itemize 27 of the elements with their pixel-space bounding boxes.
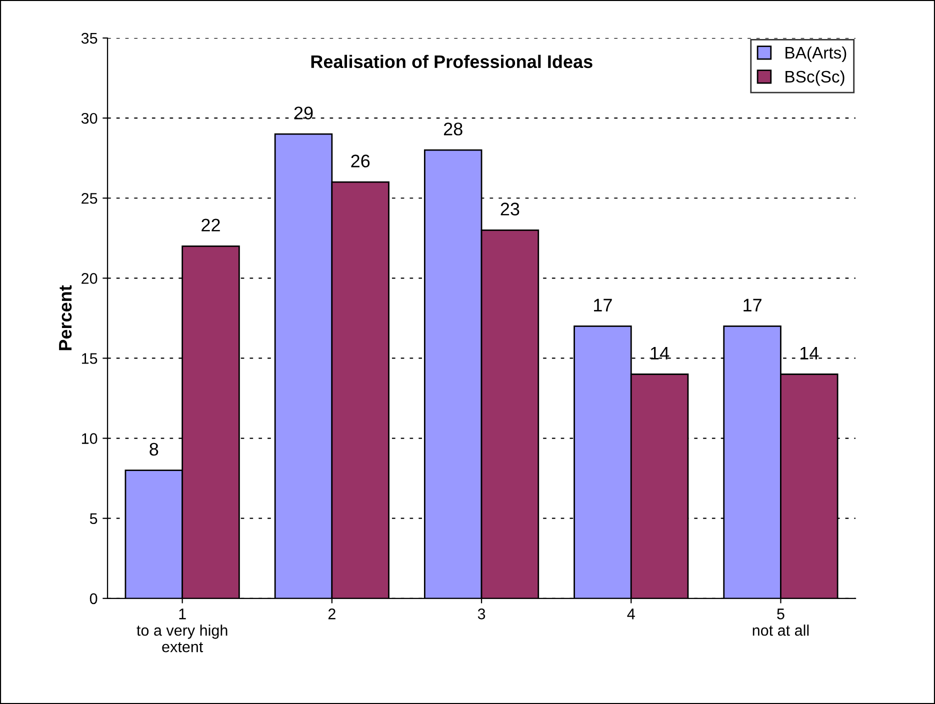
y-axis-title: Percent (59, 285, 72, 350)
data-label: 17 (594, 298, 612, 312)
x-tick-label: 1 to a very high extent (136, 608, 228, 652)
x-tick-label: 2 (328, 608, 336, 620)
x-tick-label: 5 not at all (752, 608, 809, 636)
y-tick-label: 5 (90, 513, 98, 524)
data-label: 14 (800, 346, 819, 360)
data-label: 8 (150, 442, 158, 456)
y-tick-label: 20 (82, 273, 98, 284)
legend-label: BSc(Sc) (786, 70, 844, 86)
data-label: 26 (351, 154, 370, 168)
x-tick-label: 4 (627, 608, 635, 620)
x-tick-label: 3 (478, 608, 486, 620)
y-tick-label: 35 (81, 32, 98, 44)
data-label: 17 (744, 298, 762, 312)
data-label: 23 (500, 202, 520, 216)
y-tick-label: 15 (82, 353, 98, 364)
data-label: 14 (650, 346, 670, 360)
data-label: 22 (202, 218, 220, 232)
text: Realisation of Professional Ideas (311, 54, 592, 68)
y-tick-label: 10 (82, 433, 98, 444)
data-label: 29 (294, 106, 313, 120)
y-tick-label: 25 (82, 192, 98, 204)
legend-label: BA(Arts) (786, 46, 846, 62)
y-tick-label: 30 (81, 112, 98, 124)
y-tick-label: 0 (90, 593, 98, 604)
data-label: 28 (444, 122, 462, 136)
